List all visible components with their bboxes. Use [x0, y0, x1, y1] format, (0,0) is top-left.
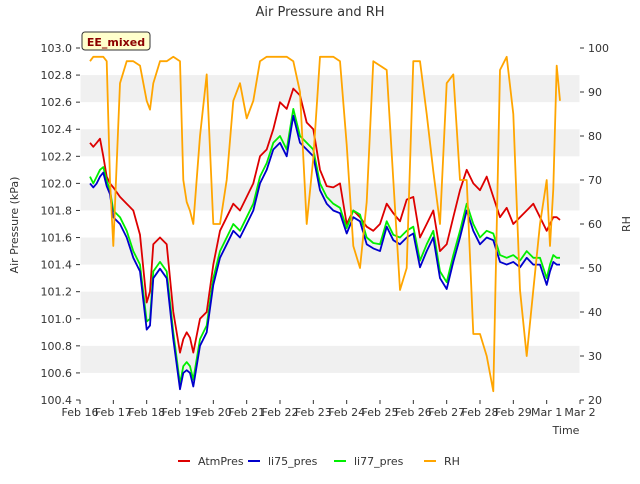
grid-band [80, 291, 580, 319]
y-left-tick-label: 102.6 [41, 96, 73, 109]
x-tick-label: Feb 22 [262, 406, 299, 419]
y-left-tick-label: 100.6 [41, 367, 73, 380]
y-axis-right: 20 30 40 50 60 70 80 90 100 [580, 42, 609, 407]
y-right-tick-label: 80 [588, 130, 602, 143]
y-left-tick-label: 101.2 [41, 286, 73, 299]
x-tick-label: Feb 28 [462, 406, 499, 419]
x-tick-label: Feb 21 [228, 406, 265, 419]
y-left-tick-label: 102.2 [41, 150, 73, 163]
x-tick-label: Feb 26 [395, 406, 432, 419]
y-left-tick-label: 102.0 [41, 177, 73, 190]
site-label-box: EE_mixed [81, 31, 151, 51]
x-tick-label: Feb 16 [62, 406, 99, 419]
y-right-tick-label: 70 [588, 174, 602, 187]
y-left-tick-label: 102.4 [41, 123, 73, 136]
grid-band [80, 345, 580, 373]
y-right-tick-label: 30 [588, 350, 602, 363]
y-left-tick-label: 100.8 [41, 340, 73, 353]
legend-label: li75_pres [268, 455, 318, 468]
x-tick-label: Feb 17 [95, 406, 132, 419]
grid-band [80, 129, 580, 157]
x-tick-label: Feb 29 [495, 406, 532, 419]
x-tick-label: Feb 25 [362, 406, 399, 419]
y-left-tick-label: 102.8 [41, 69, 73, 82]
y-right-tick-label: 100 [588, 42, 609, 55]
site-label: EE_mixed [87, 36, 145, 49]
y-axis-left-label: Air Pressure (kPa) [8, 177, 21, 274]
legend-label: li77_pres [354, 455, 404, 468]
y-left-tick-label: 101.8 [41, 204, 73, 217]
y-left-tick-label: 103.0 [41, 42, 73, 55]
grid-bands [80, 75, 580, 373]
y-right-tick-label: 90 [588, 86, 602, 99]
x-tick-label: Feb 23 [295, 406, 332, 419]
y-left-tick-label: 100.4 [41, 394, 73, 407]
legend: AtmPres li75_pres li77_pres RH [178, 455, 460, 468]
series-line-li75-pres [89, 114, 560, 391]
y-left-tick-label: 101.0 [41, 313, 73, 326]
legend-label: AtmPres [198, 455, 244, 468]
x-tick-label: Mar 1 [531, 406, 562, 419]
chart-title: Air Pressure and RH [255, 5, 384, 20]
legend-label: RH [444, 455, 460, 468]
y-right-tick-label: 40 [588, 306, 602, 319]
x-tick-label: Feb 19 [162, 406, 199, 419]
y-right-tick-label: 20 [588, 394, 602, 407]
y-axis-left: 100.4 100.6 100.8 101.0 101.2 101.4 101.6 101.8… [41, 42, 80, 407]
y-right-tick-label: 50 [588, 262, 602, 275]
x-tick-label: Feb 20 [195, 406, 232, 419]
x-tick-label: Feb 27 [428, 406, 465, 419]
x-tick-label: Feb 18 [128, 406, 165, 419]
x-axis-label: Time [552, 424, 580, 437]
series-line-rh [89, 55, 561, 393]
series-layer [89, 55, 561, 393]
y-left-tick-label: 101.4 [41, 259, 73, 272]
x-tick-label: Mar 2 [564, 406, 595, 419]
y-right-tick-label: 60 [588, 218, 602, 231]
series-line-atmpres [89, 87, 561, 354]
y-left-tick-label: 101.6 [41, 232, 73, 245]
x-tick-label: Feb 24 [328, 406, 365, 419]
grid-band [80, 75, 580, 103]
y-axis-right-label: RH [620, 216, 633, 232]
